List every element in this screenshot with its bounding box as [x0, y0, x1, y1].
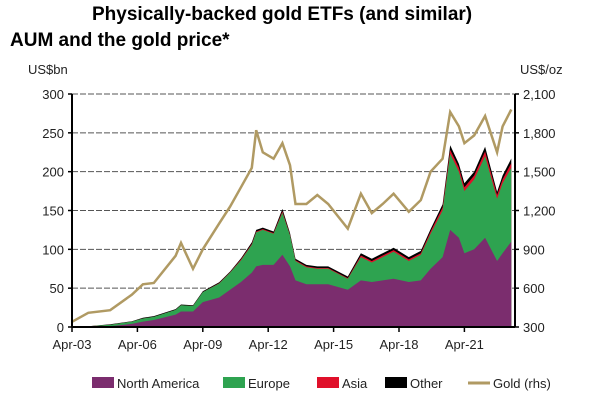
chart-title: Physically-backed gold ETFs (and similar…	[92, 4, 473, 25]
legend-swatch	[223, 377, 245, 388]
y-right-tick-label: 300	[523, 320, 545, 335]
y-tick-label: 150	[42, 204, 64, 219]
area-north-america	[72, 229, 512, 327]
legend-swatch	[385, 377, 407, 388]
y-axis-right-label: US$/oz	[520, 62, 563, 77]
x-tick-label: Apr-18	[379, 337, 418, 352]
y-right-tick-label: 900	[523, 242, 545, 257]
x-tick-label: Apr-06	[118, 337, 157, 352]
y-right-tick-label: 2,100	[523, 87, 556, 102]
y-tick-label: 100	[42, 242, 64, 257]
y-right-tick-label: 1,500	[523, 165, 556, 180]
legend-label: Europe	[248, 376, 290, 391]
x-tick-label: Apr-09	[183, 337, 222, 352]
legend-label: North America	[117, 376, 200, 391]
legend-swatch	[92, 377, 114, 388]
y-tick-label: 250	[42, 126, 64, 141]
legend-label: Gold (rhs)	[493, 376, 551, 391]
y-right-tick-label: 1,200	[523, 204, 556, 219]
y-tick-label: 200	[42, 165, 64, 180]
y-right-tick-label: 1,800	[523, 126, 556, 141]
legend-label: Other	[410, 376, 443, 391]
legend-label: Asia	[342, 376, 368, 391]
x-tick-label: Apr-03	[52, 337, 91, 352]
x-tick-label: Apr-12	[249, 337, 288, 352]
chart-subtitle: AUM and the gold price*	[10, 30, 230, 51]
gold-price-line	[71, 108, 513, 323]
y-tick-label: 300	[42, 87, 64, 102]
y-tick-label: 0	[57, 320, 64, 335]
y-axis-label: US$bn	[28, 62, 68, 77]
x-tick-label: Apr-15	[314, 337, 353, 352]
y-tick-label: 50	[50, 281, 64, 296]
x-tick-label: Apr-21	[445, 337, 484, 352]
y-right-tick-label: 600	[523, 281, 545, 296]
legend-swatch	[317, 377, 339, 388]
